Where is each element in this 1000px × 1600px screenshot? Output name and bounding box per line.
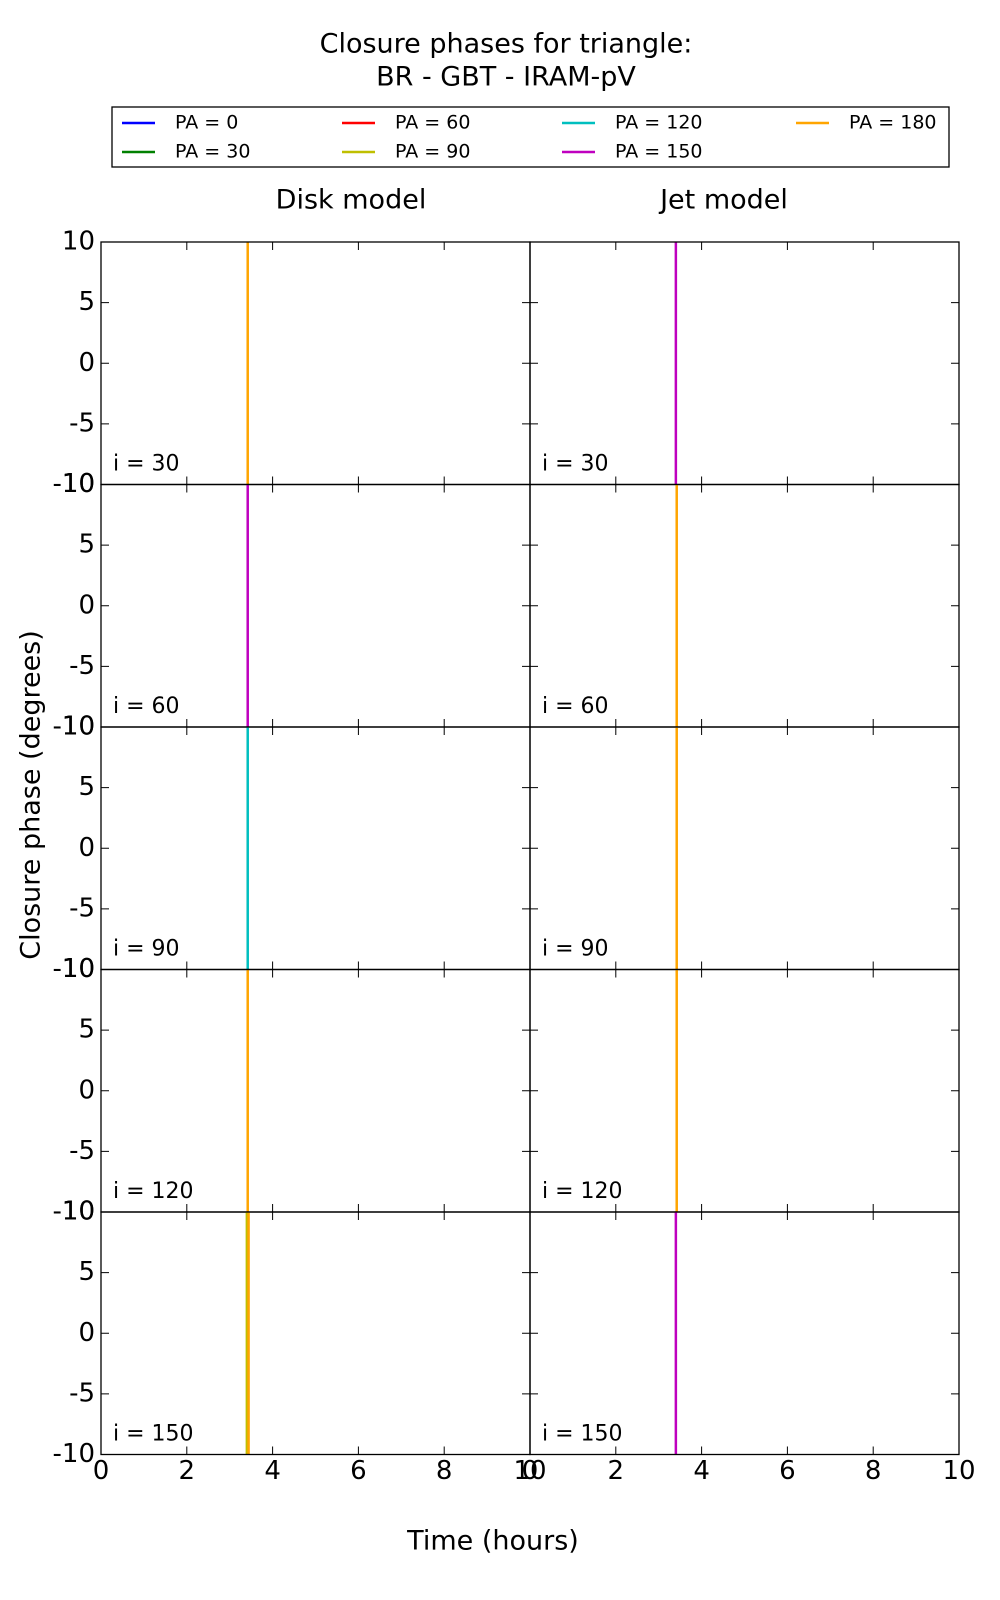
y-tick-label: -5: [69, 1136, 95, 1166]
x-tick-label: 6: [350, 1456, 367, 1486]
x-tick-label: 2: [608, 1456, 625, 1486]
y-tick-label: -10: [53, 1439, 95, 1469]
y-tick-label: 5: [78, 287, 95, 317]
y-tick-label: -10: [53, 469, 95, 499]
y-tick-label: -5: [69, 1378, 95, 1408]
y-tick-label: -10: [53, 1197, 95, 1227]
y-tick-label: 0: [78, 833, 95, 863]
y-tick-label: 10: [62, 469, 95, 499]
panel-label: i = 90: [542, 937, 609, 962]
y-axis-label: Closure phase (degrees): [16, 630, 47, 960]
y-tick-label: 5: [78, 530, 95, 560]
x-tick-label: 4: [693, 1456, 710, 1486]
y-tick-label: 5: [78, 772, 95, 802]
legend-label: PA = 150: [615, 141, 703, 163]
y-tick-label: 10: [62, 227, 95, 257]
column-title: Jet model: [658, 185, 788, 216]
panel-label: i = 120: [542, 1179, 623, 1204]
legend-label: PA = 180: [849, 112, 937, 134]
panel-label: i = 30: [542, 452, 609, 477]
x-tick-label: 2: [179, 1456, 196, 1486]
y-tick-label: 0: [78, 1318, 95, 1348]
x-tick-label: 10: [942, 1456, 975, 1486]
y-tick-label: 0: [78, 348, 95, 378]
legend-label: PA = 90: [395, 141, 470, 163]
x-tick-label: 0: [522, 1456, 539, 1486]
y-tick-label: -10: [53, 954, 95, 984]
panel-label: i = 90: [113, 937, 180, 962]
y-tick-label: -5: [69, 651, 95, 681]
column-title: Disk model: [276, 185, 427, 216]
panel-label: i = 30: [113, 452, 180, 477]
panel-label: i = 60: [542, 694, 609, 719]
y-tick-label: 5: [78, 1015, 95, 1045]
chart-subtitle: BR - GBT - IRAM-pV: [376, 62, 636, 93]
legend-box: [111, 106, 950, 168]
y-tick-label: 5: [78, 1257, 95, 1287]
y-tick-label: -5: [69, 408, 95, 438]
y-tick-label: -10: [53, 712, 95, 742]
x-tick-label: 8: [865, 1456, 882, 1486]
panel-label: i = 150: [542, 1422, 623, 1447]
x-tick-label: 8: [436, 1456, 453, 1486]
y-tick-label: 10: [62, 1197, 95, 1227]
x-axis-label: Time (hours): [406, 1526, 579, 1557]
y-tick-label: 0: [78, 1075, 95, 1105]
x-tick-label: 6: [779, 1456, 796, 1486]
x-tick-label: 0: [93, 1456, 110, 1486]
chart-title: Closure phases for triangle:: [320, 29, 693, 60]
legend-label: PA = 120: [615, 112, 703, 134]
legend-label: PA = 0: [175, 112, 238, 134]
legend-label: PA = 30: [175, 141, 250, 163]
panel-label: i = 60: [113, 694, 180, 719]
legend-label: PA = 60: [395, 112, 470, 134]
y-tick-label: 10: [62, 712, 95, 742]
x-tick-label: 4: [264, 1456, 281, 1486]
x-tick-label: 10: [513, 1456, 546, 1486]
panel-label: i = 150: [113, 1422, 194, 1447]
y-tick-label: 10: [62, 954, 95, 984]
y-tick-label: 0: [78, 590, 95, 620]
y-tick-label: -5: [69, 893, 95, 923]
panel-label: i = 120: [113, 1179, 194, 1204]
